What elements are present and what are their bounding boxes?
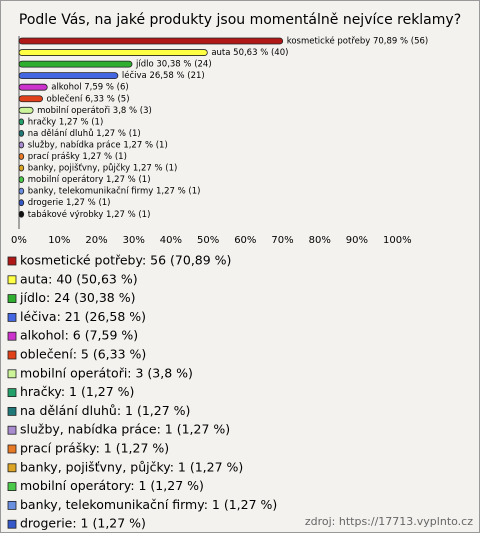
bar-label: kosmetické potřeby 70,89 % (56) (287, 36, 429, 47)
bar (18, 153, 25, 160)
legend-label: na dělání dluhů: 1 (1,27 %) (20, 403, 190, 418)
bar (18, 106, 34, 114)
x-tick-label: 80% (309, 235, 331, 246)
bar (18, 83, 48, 91)
bar-label: tabákové výrobky 1,27 % (1) (28, 209, 151, 220)
source: zdroj: https://17713.vyplnto.cz (305, 515, 473, 528)
legend-swatch (7, 294, 17, 304)
legend-swatch (7, 388, 17, 398)
x-tick-label: 70% (271, 235, 293, 246)
bar-label: hračky 1,27 % (1) (28, 116, 104, 127)
legend-swatch (7, 256, 17, 266)
x-tick-label: 20% (85, 235, 107, 246)
legend-label: služby, nabídka práce: 1 (1,27 %) (20, 422, 230, 437)
bar-label: alkohol 7,59 % (6) (51, 83, 129, 93)
bar (18, 60, 133, 68)
legend-swatch (7, 312, 17, 322)
x-tick-label: 90% (346, 235, 368, 246)
bar (18, 49, 208, 56)
x-tick-label: 40% (160, 235, 182, 246)
legend-label: kosmetické potřeby: 56 (70,89 %) (20, 253, 231, 268)
bar (18, 129, 25, 137)
legend-swatch (7, 331, 17, 341)
bar (18, 210, 25, 218)
x-tick-label: 30% (123, 235, 145, 246)
bar-label: služby, nabídka práce 1,27 % (1) (28, 140, 168, 150)
legend-label: prací prášky: 1 (1,27 %) (20, 441, 169, 456)
legend-label: oblečení: 5 (6,33 %) (20, 347, 146, 362)
bar-label: auta 50,63 % (40) (211, 48, 288, 58)
legend-label: auta: 40 (50,63 %) (20, 271, 138, 286)
x-tick-label: 100% (383, 235, 412, 246)
legend-swatch (7, 500, 17, 510)
legend-label: alkohol: 6 (7,59 %) (20, 328, 138, 343)
bar-label: drogerie 1,27 % (1) (28, 198, 111, 208)
bar-label: mobilní operátoři 3,8 % (3) (37, 106, 152, 116)
legend-label: drogerie: 1 (1,27 %) (20, 516, 146, 531)
legend-swatch (7, 275, 17, 285)
legend-swatch (7, 369, 17, 379)
bar (18, 72, 119, 80)
bar (18, 118, 25, 126)
bar (18, 95, 43, 103)
bar (18, 37, 284, 45)
legend-label: léčiva: 21 (26,58 %) (20, 309, 146, 324)
legend-label: mobilní operátory: 1 (1,27 %) (20, 478, 204, 493)
legend-label: banky, pojišťvny, půjčky: 1 (1,27 %) (20, 459, 243, 474)
x-tick-label: 60% (234, 235, 256, 246)
legend-label: jídlo: 24 (30,38 %) (19, 290, 135, 305)
bar (18, 187, 25, 195)
legend-swatch (7, 444, 17, 454)
legend-swatch (7, 350, 17, 360)
bar-label: mobilní operátory 1,27 % (1) (28, 175, 151, 185)
bar (18, 164, 25, 172)
bar-label: na dělání dluhů 1,27 % (1) (28, 128, 141, 139)
x-tick-label: 50% (197, 235, 219, 246)
bar (18, 141, 25, 149)
x-tick-label: 10% (48, 235, 70, 246)
bar (18, 199, 25, 207)
bar-label: léčiva 26,58 % (21) (122, 70, 205, 81)
legend-swatch (7, 425, 17, 435)
bar-label: prací prášky 1,27 % (1) (28, 151, 127, 162)
x-tick-label: 0% (11, 235, 27, 246)
legend-label: mobilní operátoři: 3 (3,8 %) (20, 365, 193, 380)
bar (18, 176, 25, 184)
bar-label: oblečení 6,33 % (5) (47, 93, 130, 104)
bar-label: banky, telekomunikační firmy 1,27 % (1) (28, 186, 201, 197)
bar-label: jídlo 30,38 % (24) (135, 60, 212, 70)
legend-label: banky, telekomunikační firmy: 1 (1,27 %) (20, 497, 277, 512)
legend-swatch (7, 406, 17, 416)
legend-swatch (7, 519, 17, 529)
legend-label: hračky: 1 (1,27 %) (20, 384, 134, 399)
chart-title: Podle Vás, na jaké produkty jsou momentá… (19, 12, 461, 28)
bar-label: banky, pojišťvny, půjčky 1,27 % (1) (28, 163, 178, 174)
legend-swatch (7, 463, 17, 473)
legend-swatch (7, 482, 17, 492)
